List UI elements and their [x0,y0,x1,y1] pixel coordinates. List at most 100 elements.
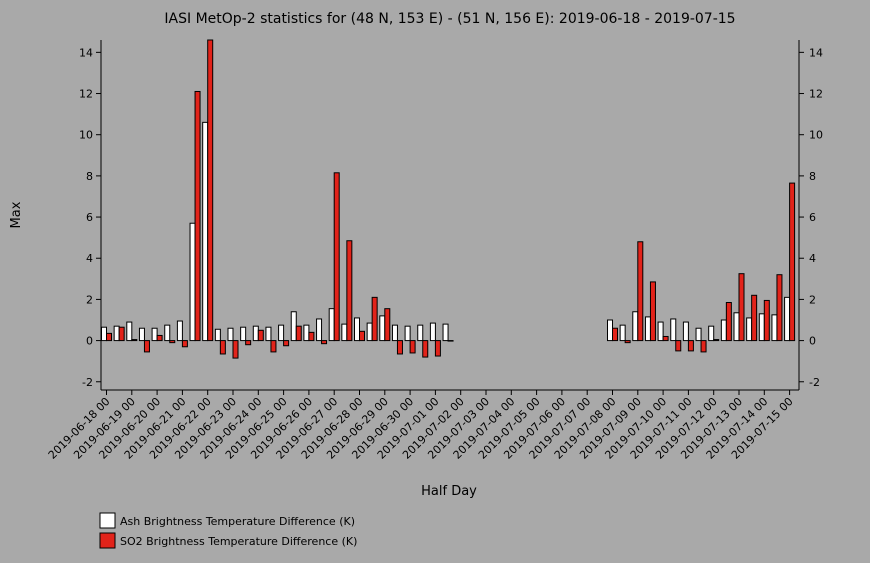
y-tick-label-right: 2 [809,293,816,306]
bar-ash [265,326,272,342]
bar-so2 [106,332,112,342]
bar-ash [303,324,310,342]
bar-so2 [447,340,454,342]
bar-ash [366,322,373,342]
bar-ash [404,325,411,342]
bar-so2 [700,340,707,353]
bar-ash [670,318,677,342]
y-tick-label-left: 10 [79,129,93,142]
y-tick-label-left: 14 [79,46,93,59]
bar-so2 [283,340,290,347]
bar-ash [126,321,133,342]
bar-ash [708,325,715,342]
bar-so2 [434,340,441,357]
bar-ash [746,317,753,342]
y-tick-label-left: 8 [86,170,93,183]
bar-so2 [763,299,770,342]
plot-area: -2 -2 0 0 2 2 4 4 6 6 8 8 10 10 12 12 14 14 2019-06-18 00… [46,39,823,462]
bar-ash [619,324,626,342]
bar-ash [252,325,259,342]
bar-so2 [308,331,315,342]
y-tick-label-right: 10 [809,129,823,142]
y-tick-label-right: 6 [809,211,816,224]
bar-ash [417,324,424,342]
bar-so2 [649,281,656,342]
bar-so2 [181,340,188,348]
bar-so2 [725,302,732,342]
bar-so2 [662,335,669,342]
bar-so2 [207,39,214,342]
bar-so2 [359,330,365,342]
y-tick-label-right: 8 [809,170,816,183]
bar-ash [240,326,247,342]
bar-so2 [219,340,226,355]
bar-ash [101,326,107,342]
y-tick-label-right: -2 [809,376,820,389]
legend-swatch-ash [99,512,116,529]
bar-ash [657,321,664,342]
bar-so2 [245,340,252,346]
bar-so2 [776,274,783,342]
bar-ash [227,327,234,342]
y-tick-label-right: 14 [809,46,823,59]
bar-ash [138,327,145,342]
bar-so2 [156,334,163,342]
bar-ash [682,321,689,342]
y-tick-label-right: 0 [809,335,816,348]
bar-ash [354,317,360,342]
bar-so2 [612,327,618,342]
bar-so2 [624,340,631,344]
bar-ash [328,308,335,342]
bar-ash [733,312,740,342]
bar-so2 [169,340,176,344]
y-ticks: -2 -2 0 0 2 2 4 4 6 6 8 8 10 10 12 12 14 14 [79,46,823,388]
bar-so2 [194,90,201,342]
bar-so2 [118,326,125,342]
bar-ash [720,319,727,342]
bar-so2 [687,340,694,352]
bar-ash [644,316,651,342]
bar-so2 [143,340,150,353]
bar-ash [151,327,158,342]
bar-ash [202,121,209,342]
bar-so2 [789,182,796,342]
bar-so2 [675,340,682,352]
bar-so2 [637,241,644,342]
legend-item-so2: SO2 Brightness Temperature Difference (K… [99,532,357,549]
y-tick-label-left: 6 [86,211,93,224]
chart-title: IASI MetOp-2 statistics for (48 N, 153 E… [164,11,735,27]
y-axis-label: Max [9,201,24,228]
legend-label-so2: SO2 Brightness Temperature Difference (K… [120,535,357,548]
bar-so2 [232,340,239,359]
bar-so2 [396,340,403,355]
bar-ash [341,323,348,342]
bar-ash [391,324,398,342]
y-tick-label-right: 4 [809,252,816,265]
y-tick-label-left: 4 [86,252,93,265]
y-tick-label-right: 12 [809,88,823,101]
bar-so2 [270,340,277,353]
bar-ash [214,328,221,342]
bar-ash [784,296,791,342]
bar-so2 [295,325,302,342]
bar-ash [290,311,297,342]
bar-ash [278,324,285,342]
bar-ash [379,315,386,342]
bar-ash [771,314,778,342]
y-tick-label-left: 0 [86,335,93,348]
bar-so2 [371,296,378,342]
legend-item-ash: Ash Brightness Temperature Difference (K… [99,512,355,529]
bar-ash [113,325,120,342]
legend: Ash Brightness Temperature Difference (K… [99,512,357,549]
legend-label-ash: Ash Brightness Temperature Difference (K… [120,515,355,528]
bar-ash [607,319,613,342]
bar-ash [632,311,639,342]
bar-so2 [131,339,138,342]
bars [101,39,796,359]
bar-ash [189,222,196,342]
bar-ash [176,320,183,342]
y-tick-label-left: 12 [79,88,93,101]
bar-so2 [321,340,328,345]
